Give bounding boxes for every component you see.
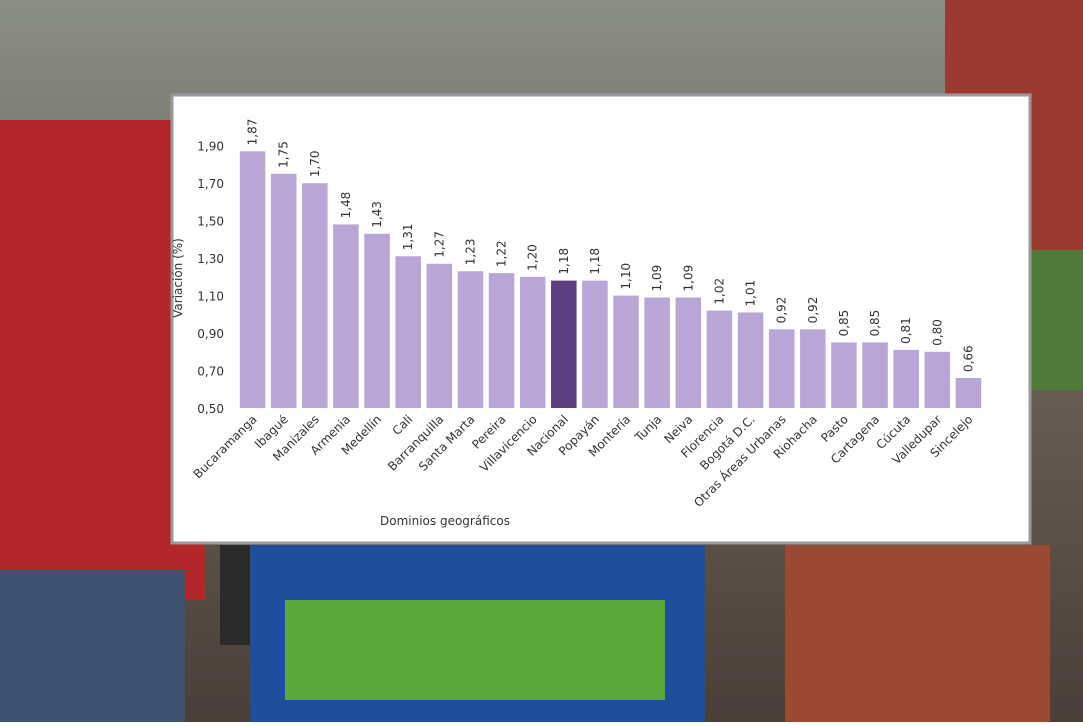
value-label: 1,09 [681,265,695,292]
value-label: 1,31 [401,224,415,251]
value-label: 1,10 [619,263,633,290]
bar [706,310,733,408]
bar [831,342,857,408]
bar [426,263,453,408]
limes [285,600,665,700]
bar [644,297,670,408]
bar [364,233,390,408]
value-label: 0,66 [961,345,975,372]
y-tick-label: 0,50 [197,402,224,416]
y-tick-label: 1,10 [197,290,224,304]
y-tick-label: 1,30 [197,252,224,266]
brown-crate [785,545,1050,722]
value-label: 0,85 [868,310,882,337]
bar [862,342,888,408]
value-label: 1,27 [432,231,446,258]
bar [519,276,546,408]
bar [675,297,702,408]
value-label: 0,81 [899,317,913,344]
y-tick-label: 1,70 [197,177,224,191]
bar [613,295,639,408]
bar [395,256,421,408]
value-label: 0,92 [806,297,820,324]
bar [924,351,951,408]
value-label: 1,01 [744,280,758,307]
bar [737,312,764,408]
value-label: 1,02 [712,278,726,305]
bar [955,378,982,408]
x-axis-label: Dominios geográficos [380,514,510,528]
y-axis-label: Variación (%) [171,238,185,318]
value-label: 0,80 [930,319,944,346]
bar [270,173,297,408]
value-label: 0,85 [837,310,851,337]
bar [800,329,826,408]
value-label: 1,18 [588,248,602,275]
value-label: 1,48 [339,192,353,219]
value-label: 1,22 [495,240,509,267]
person-jeans [0,570,185,722]
bar [893,349,919,408]
bar [333,224,359,408]
bar [488,273,515,408]
bar [768,329,795,408]
value-label: 1,87 [246,119,260,146]
bar [302,183,328,408]
value-label: 1,18 [557,248,571,275]
value-label: 1,43 [370,201,384,228]
value-label: 1,70 [308,150,322,177]
bar [457,271,484,408]
y-tick-label: 0,90 [197,327,224,341]
value-label: 1,09 [650,265,664,292]
value-label: 1,23 [463,239,477,266]
value-label: 0,92 [775,297,789,324]
bar [239,151,266,408]
greens [1030,250,1083,390]
y-tick-label: 1,50 [197,215,224,229]
bar [582,280,608,408]
y-tick-label: 1,90 [197,140,224,154]
bar [551,280,577,408]
y-tick-label: 0,70 [197,365,224,379]
value-label: 1,20 [526,244,540,271]
value-label: 1,75 [277,141,291,168]
